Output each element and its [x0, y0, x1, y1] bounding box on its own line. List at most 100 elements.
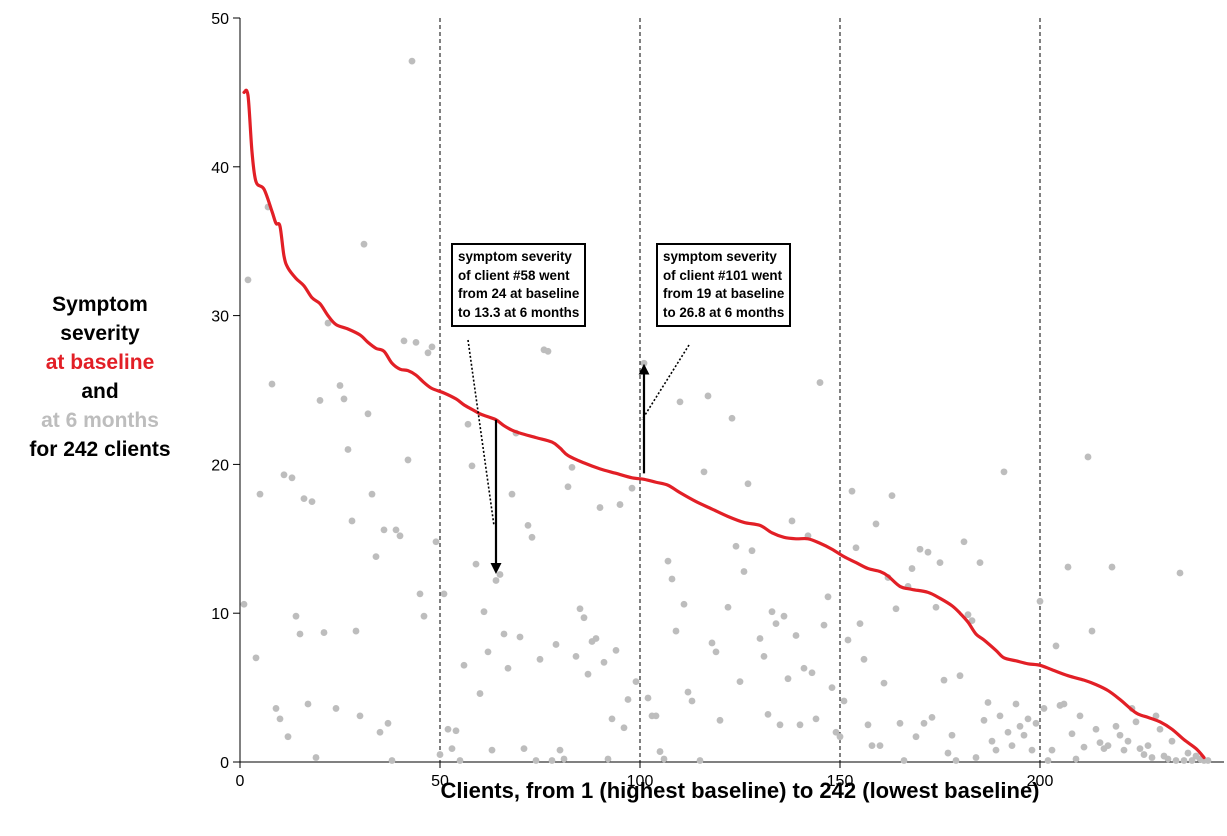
vertical-gridlines	[239, 18, 1041, 762]
six-month-point	[380, 526, 388, 534]
six-month-point	[1120, 746, 1128, 754]
six-month-point	[532, 757, 540, 764]
six-month-point	[252, 654, 260, 662]
six-month-point	[424, 349, 432, 357]
six-month-point	[628, 484, 636, 492]
six-month-point	[460, 661, 468, 669]
six-month-point	[1028, 746, 1036, 754]
six-month-point	[416, 590, 424, 598]
six-month-point	[696, 757, 704, 764]
six-month-point	[792, 632, 800, 639]
six-month-point	[812, 715, 820, 723]
six-month-point	[740, 568, 748, 575]
six-month-point	[344, 446, 352, 453]
six-month-point	[456, 757, 464, 764]
six-month-point	[336, 382, 344, 389]
six-month-point	[1068, 730, 1076, 738]
six-month-point	[280, 471, 288, 479]
six-month-point	[564, 483, 572, 491]
six-month-point	[428, 343, 436, 351]
six-month-point	[496, 571, 504, 578]
six-month-point	[712, 648, 720, 656]
six-month-point	[276, 715, 284, 723]
six-month-point	[580, 614, 588, 622]
six-month-point	[888, 492, 896, 500]
six-month-point	[968, 617, 976, 625]
six-month-point	[284, 733, 292, 741]
x-tick-label: 200	[1027, 773, 1054, 790]
annotation-line: from 24 at baseline	[458, 286, 580, 301]
six-month-point	[984, 699, 992, 706]
six-month-point	[980, 716, 988, 724]
y-tick-label: 50	[211, 11, 229, 28]
six-month-point	[1020, 731, 1028, 739]
six-month-point	[388, 757, 396, 764]
six-month-point	[872, 520, 880, 528]
six-month-point	[844, 636, 852, 644]
six-month-point	[556, 746, 564, 754]
six-month-point	[372, 553, 380, 561]
six-month-point	[1092, 725, 1100, 733]
six-month-point	[944, 749, 952, 757]
six-month-point	[1184, 749, 1192, 757]
six-month-point	[672, 627, 680, 635]
six-month-point	[552, 641, 560, 648]
six-month-point	[744, 480, 752, 488]
six-month-point	[1036, 597, 1044, 605]
x-axis-label: Clients, from 1 (highest baseline) to 24…	[440, 778, 1040, 803]
six-month-point	[1060, 700, 1068, 708]
six-month-point	[708, 639, 716, 647]
y-axis-label: Symptom severity at baseline and at 6 mo…	[0, 290, 200, 464]
six-month-point	[368, 490, 376, 498]
six-month-point	[304, 700, 312, 708]
six-month-point	[848, 487, 856, 495]
six-month-point	[332, 705, 340, 712]
six-month-point	[376, 728, 384, 736]
six-month-point	[480, 608, 488, 616]
annotation-client-101: symptom severity of client #101 went fro…	[656, 243, 792, 327]
six-month-point	[716, 716, 724, 724]
six-month-point	[1180, 757, 1188, 764]
six-month-point	[476, 690, 484, 697]
six-month-point	[1016, 722, 1024, 730]
six-month-point	[860, 655, 868, 663]
six-month-point	[880, 679, 888, 687]
six-month-point	[244, 276, 252, 284]
six-month-point	[816, 379, 824, 386]
six-month-point	[688, 697, 696, 705]
six-month-point	[920, 719, 928, 727]
annotation-client-58: symptom severity of client #58 went from…	[451, 243, 587, 327]
six-month-point	[728, 414, 736, 422]
six-month-point	[620, 724, 628, 732]
y-tick-label: 40	[211, 160, 229, 177]
six-month-point	[324, 319, 332, 327]
annotation-leader	[641, 344, 690, 421]
six-month-point	[404, 456, 412, 464]
six-month-point	[932, 603, 940, 611]
six-month-point	[892, 605, 900, 613]
six-month-point	[668, 575, 676, 583]
six-month-point	[952, 757, 960, 764]
six-month-point	[996, 712, 1004, 720]
six-month-point	[268, 380, 276, 388]
six-month-point	[788, 517, 796, 525]
six-month-point	[1104, 742, 1112, 750]
six-month-point	[600, 658, 608, 666]
six-month-point	[536, 655, 544, 663]
six-month-point	[308, 498, 316, 505]
six-month-point	[420, 612, 428, 620]
six-month-point	[1156, 725, 1164, 733]
six-month-point	[544, 347, 552, 355]
six-month-point	[1012, 700, 1020, 708]
six-month-point	[320, 629, 328, 636]
six-month-point	[592, 635, 600, 642]
six-month-point	[936, 559, 944, 567]
x-tick-label: 150	[827, 773, 854, 790]
y-label-line-3: at baseline	[45, 351, 155, 374]
six-month-point	[1204, 757, 1212, 764]
six-month-point	[820, 621, 828, 629]
six-month-point	[452, 727, 460, 735]
annotation-leader	[467, 339, 495, 526]
six-month-point	[992, 746, 1000, 754]
six-month-point	[964, 611, 972, 619]
